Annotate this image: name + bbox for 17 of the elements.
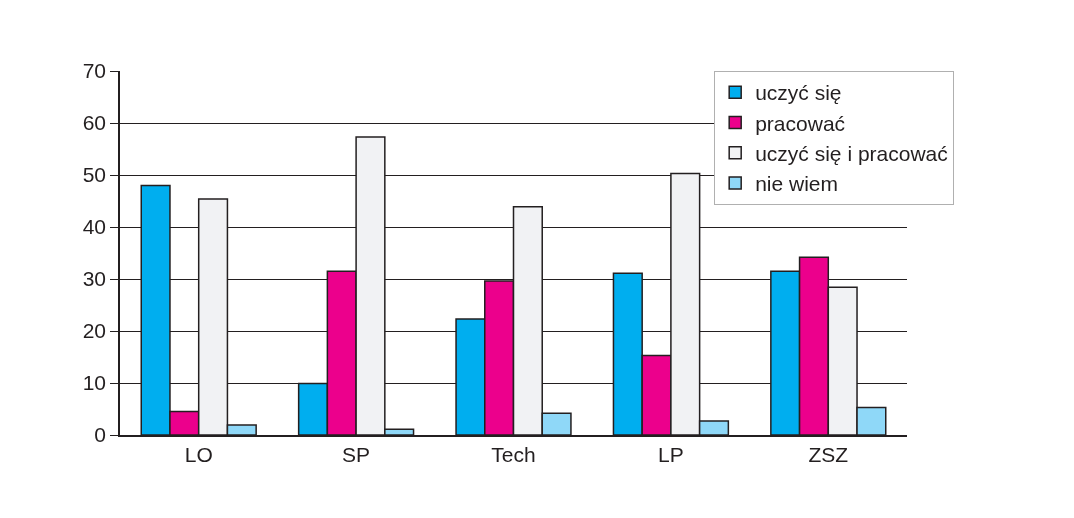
x-tick-label: SP <box>342 442 371 466</box>
y-tick-label: 20 <box>82 319 107 343</box>
legend-label: nie wiem <box>755 172 839 196</box>
y-tick-label: 60 <box>82 111 107 135</box>
x-tick-label: Tech <box>491 442 536 466</box>
y-tick-label: 40 <box>82 215 107 239</box>
y-tick-label: 10 <box>82 371 107 395</box>
x-tick-label: ZSZ <box>808 442 849 466</box>
x-tick-label: LP <box>658 442 684 466</box>
y-tick-label: 70 <box>82 59 107 83</box>
legend-label: pracować <box>755 111 846 135</box>
x-tick-label: LO <box>184 442 213 466</box>
legend-label: uczyć się <box>755 81 842 105</box>
y-tick-label: 0 <box>94 423 107 447</box>
y-tick-label: 30 <box>82 267 107 291</box>
legend-label: uczyć się i pracować <box>755 141 948 165</box>
y-tick-label: 50 <box>82 163 107 187</box>
